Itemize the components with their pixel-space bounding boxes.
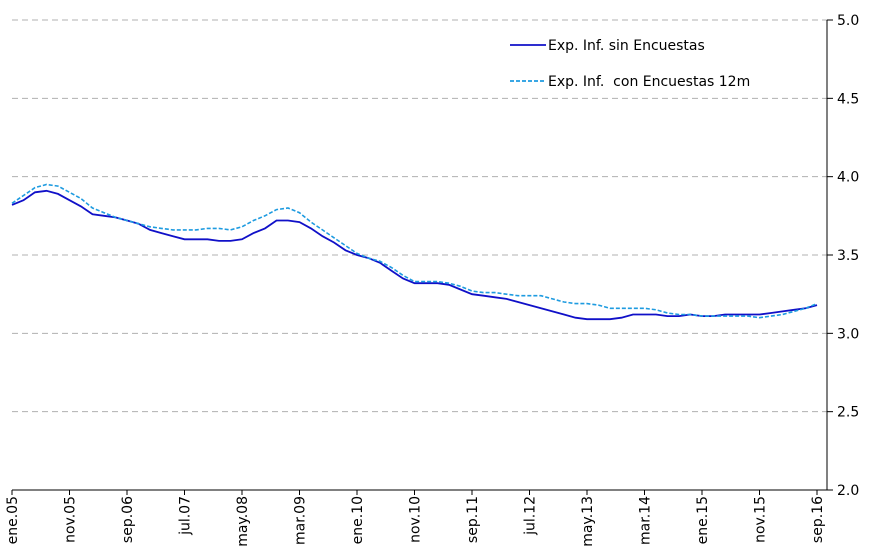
- x-tick-label: jul.12: [523, 496, 539, 536]
- x-tick-label: may.13: [580, 496, 596, 547]
- x-tick-label: nov.05: [63, 496, 79, 543]
- x-tick-label: nov.10: [408, 496, 424, 543]
- x-tick-label: mar.09: [293, 496, 309, 545]
- x-tick-label: sep.16: [810, 496, 826, 543]
- y-tick-label: 2.5: [837, 405, 859, 421]
- x-tick-label: ene.15: [695, 496, 711, 544]
- legend-label: Exp. Inf. con Encuestas 12m: [548, 74, 750, 90]
- x-tick-label: sep.11: [465, 496, 481, 543]
- series-line: [11, 183, 818, 319]
- y-tick-label: 4.0: [837, 170, 859, 186]
- x-tick-label: jul.07: [178, 496, 194, 536]
- legend-label: Exp. Inf. sin Encuestas: [548, 38, 705, 54]
- x-tick-label: sep.06: [120, 496, 136, 543]
- y-tick-label: 5.0: [837, 13, 859, 29]
- y-tick-label: 4.5: [837, 91, 859, 107]
- y-tick-label: 3.5: [837, 248, 859, 264]
- x-tick-label: mar.14: [638, 496, 654, 545]
- y-tick-label: 2.0: [837, 483, 859, 499]
- x-tick-label: ene.05: [5, 496, 21, 544]
- x-tick-label: nov.15: [753, 496, 769, 543]
- x-tick-label: ene.10: [350, 496, 366, 544]
- series-line: [11, 189, 818, 321]
- y-tick-label: 3.0: [837, 326, 859, 342]
- x-tick-label: may.08: [235, 496, 251, 547]
